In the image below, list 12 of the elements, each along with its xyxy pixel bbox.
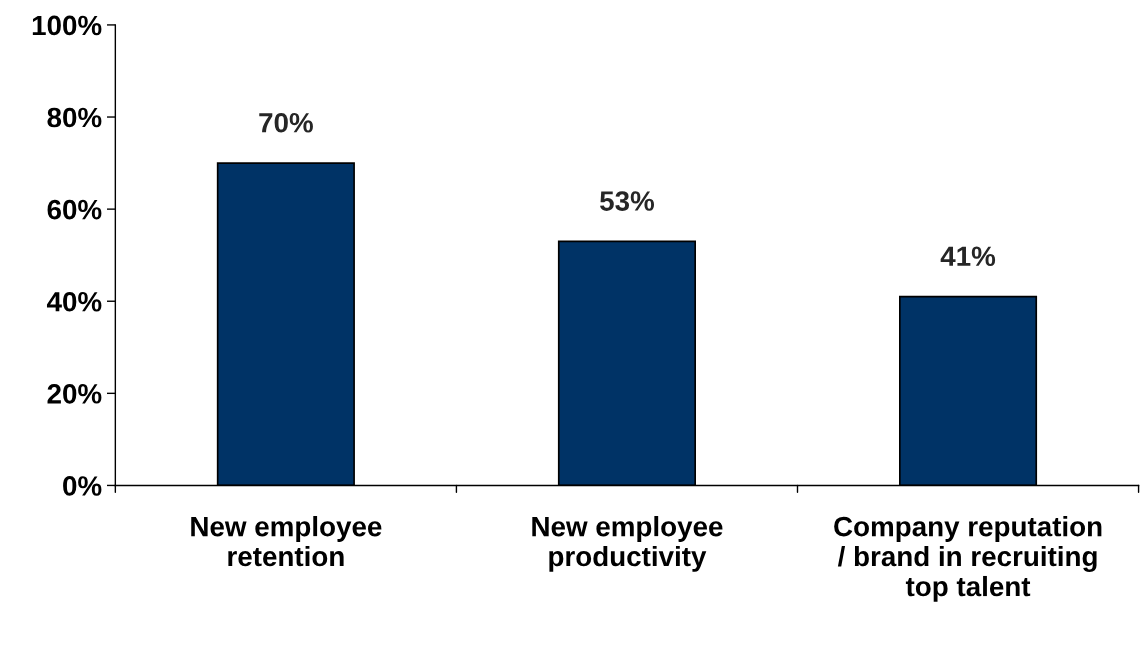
y-tick-label: 60% <box>47 199 102 220</box>
y-tick-label: 80% <box>47 107 102 128</box>
x-tick-label: New employee retention <box>191 516 382 567</box>
y-tick-label: 20% <box>47 384 102 404</box>
y-tick-label: 100% <box>32 15 102 36</box>
data-label: 41% <box>940 246 996 267</box>
x-tick-label: Company reputation / brand in recruiting top talent <box>834 516 1102 602</box>
data-label: 70% <box>259 112 313 133</box>
y-tick-label: 40% <box>46 291 102 312</box>
x-tick-label: New employee productivity <box>532 516 723 572</box>
data-label: 53% <box>600 191 655 211</box>
y-tick-label: 0% <box>63 476 102 496</box>
